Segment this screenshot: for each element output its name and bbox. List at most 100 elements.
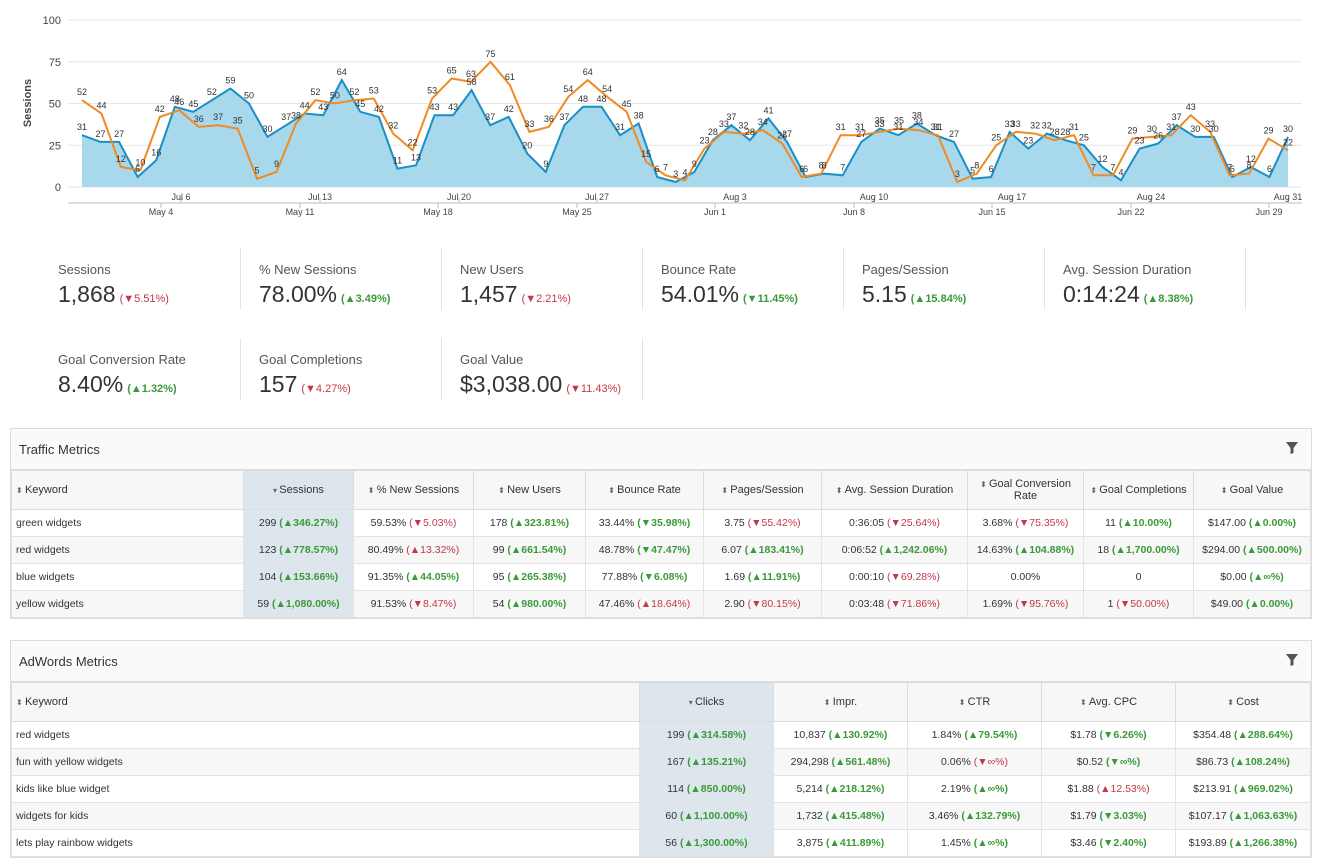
previous-point-label: 32 xyxy=(388,121,398,131)
cell-change: (▲500.00%) xyxy=(1243,544,1302,556)
current-point-label: 6 xyxy=(989,164,994,174)
column-header-label: Bounce Rate xyxy=(617,484,681,496)
cell-change: (▲265.38%) xyxy=(507,571,567,583)
cell-change: (▲0.00%) xyxy=(1245,598,1294,610)
column-header-label: Sessions xyxy=(279,484,324,496)
x-tick-label-top: Jul 27 xyxy=(585,192,609,202)
previous-point-label: 7 xyxy=(1091,162,1096,172)
column-header-label: Avg. CPC xyxy=(1088,696,1138,708)
y-tick-label: 25 xyxy=(49,140,61,152)
cell-value: 123 xyxy=(258,544,280,556)
sort-icon: ⬍ xyxy=(958,698,968,707)
current-point-label: 31 xyxy=(893,122,903,132)
kpi-row-1: Sessions 1,868 (▼5.51%) % New Sessions 78.00… xyxy=(40,248,1255,310)
column-header-ctr[interactable]: ⬍ CTR xyxy=(907,682,1042,722)
metric-cell: 1.69 (▲11.91%) xyxy=(703,563,822,591)
cell-change: (▲130.92%) xyxy=(828,729,888,741)
column-header-label: Impr. xyxy=(832,696,858,708)
table-row: red widgets 123 (▲778.57%) 80.49% (▲13.32%… xyxy=(11,536,1311,564)
cell-value: fun with yellow widgets xyxy=(16,756,123,768)
previous-point-label: 53 xyxy=(427,85,437,95)
keyword-cell: red widgets xyxy=(11,721,640,749)
previous-point-label: 33 xyxy=(524,119,534,129)
cell-change: (▼6.08%) xyxy=(640,571,688,583)
current-point-label: 48 xyxy=(578,94,588,104)
column-header-goal-completions[interactable]: ⬍ Goal Completions xyxy=(1083,470,1194,510)
sort-icon: ⬍ xyxy=(367,486,377,495)
column-header-sessions[interactable]: ▾ Sessions xyxy=(243,470,354,510)
cell-value: 47.46% xyxy=(598,598,638,610)
current-point-label: 6 xyxy=(1267,164,1272,174)
previous-point-label: 25 xyxy=(991,132,1001,142)
metric-cell: 104 (▲153.66%) xyxy=(243,563,354,591)
adwords-metrics-panel: AdWords Metrics ⬍ Keyword ▾ Clicks ⬍ Impr.… xyxy=(10,640,1312,858)
table-row: blue widgets 104 (▲153.66%) 91.35% (▲44.05… xyxy=(11,563,1311,591)
kpi-goal-value: Goal Value $3,038.00 (▼11.43%) xyxy=(442,338,643,400)
kpi-label: Goal Value xyxy=(460,352,524,367)
previous-point-label: 7 xyxy=(663,162,668,172)
cell-change: (▲1,300.00%) xyxy=(680,837,748,849)
metric-cell: 91.53% (▼8.47%) xyxy=(353,590,474,618)
x-tick-label-bottom: Jun 8 xyxy=(843,207,865,217)
cell-value: 59.53% xyxy=(370,517,410,529)
column-header-goal-conversion-rate[interactable]: ⬍ Goal Conversion Rate xyxy=(967,470,1084,510)
cell-change: (▲18.64%) xyxy=(637,598,691,610)
current-point-label: 6 xyxy=(803,164,808,174)
cell-value: 1.69% xyxy=(982,598,1016,610)
x-tick-label-bottom: Jun 22 xyxy=(1117,207,1144,217)
previous-point-label: 22 xyxy=(1283,137,1293,147)
column-header--new-sessions[interactable]: ⬍ % New Sessions xyxy=(353,470,474,510)
cell-change: (▼55.42%) xyxy=(747,517,801,529)
cell-change: (▼69.28%) xyxy=(886,571,940,583)
column-header-keyword[interactable]: ⬍ Keyword xyxy=(11,682,640,722)
column-header-avg-session-duration[interactable]: ⬍ Avg. Session Duration xyxy=(821,470,968,510)
column-header-keyword[interactable]: ⬍ Keyword xyxy=(11,470,244,510)
metric-cell: $193.89 (▲1,266.38%) xyxy=(1175,829,1311,857)
current-point-label: 48 xyxy=(170,94,180,104)
current-point-label: 27 xyxy=(856,129,866,139)
kpi-label: Pages/Session xyxy=(862,262,949,277)
previous-point-label: 54 xyxy=(602,84,612,94)
filter-icon[interactable] xyxy=(1285,653,1299,667)
cell-change: (▲1,242.06%) xyxy=(879,544,948,556)
keyword-cell: widgets for kids xyxy=(11,802,640,830)
column-header-cost[interactable]: ⬍ Cost xyxy=(1175,682,1311,722)
filter-icon[interactable] xyxy=(1285,441,1299,455)
cell-change: (▲12.53%) xyxy=(1096,783,1150,795)
cell-change: (▲10.00%) xyxy=(1118,517,1172,529)
cell-value: 0:03:48 xyxy=(849,598,887,610)
column-header-clicks[interactable]: ▾ Clicks xyxy=(639,682,774,722)
x-tick-label-top: Jul 6 xyxy=(171,192,190,202)
kpi-label: Goal Conversion Rate xyxy=(58,352,186,367)
cell-value: $107.17 xyxy=(1188,810,1230,822)
current-point-label: 11 xyxy=(393,156,402,166)
current-point-label: 16 xyxy=(151,147,161,157)
metric-cell: 2.90 (▼80.15%) xyxy=(703,590,822,618)
x-tick-label-top: Aug 3 xyxy=(723,192,747,202)
metric-cell: 1.45% (▲∞%) xyxy=(907,829,1042,857)
sort-desc-icon: ▾ xyxy=(688,698,695,707)
keyword-cell: green widgets xyxy=(11,509,244,537)
column-header-bounce-rate[interactable]: ⬍ Bounce Rate xyxy=(585,470,704,510)
metric-cell: $1.79 (▼3.03%) xyxy=(1041,802,1176,830)
column-header-label: New Users xyxy=(507,484,561,496)
metric-cell: $0.00 (▲∞%) xyxy=(1193,563,1311,591)
table-row: red widgets 199 (▲314.58%) 10,837 (▲130.92… xyxy=(11,721,1311,749)
metric-cell: 299 (▲346.27%) xyxy=(243,509,354,537)
column-header-label: Pages/Session xyxy=(730,484,804,496)
current-point-label: 25 xyxy=(1079,132,1089,142)
kpi-value-wrap: 5.15 (▲15.84%) xyxy=(862,281,1044,308)
column-header-impr-[interactable]: ⬍ Impr. xyxy=(773,682,908,722)
previous-point-label: 31 xyxy=(933,122,943,132)
column-header-goal-value[interactable]: ⬍ Goal Value xyxy=(1193,470,1311,510)
column-header-new-users[interactable]: ⬍ New Users xyxy=(473,470,586,510)
column-header-avg-cpc[interactable]: ⬍ Avg. CPC xyxy=(1041,682,1176,722)
cell-value: $49.00 xyxy=(1210,598,1246,610)
current-point-label: 28 xyxy=(708,127,718,137)
x-tick-label-bottom: Jun 29 xyxy=(1255,207,1282,217)
column-header-pages-session[interactable]: ⬍ Pages/Session xyxy=(703,470,822,510)
cell-change: (▲1,080.00%) xyxy=(272,598,340,610)
cell-change: (▲11.91%) xyxy=(747,571,801,583)
table-row: fun with yellow widgets 167 (▲135.21%) 294… xyxy=(11,748,1311,776)
y-tick-label: 75 xyxy=(49,57,61,69)
